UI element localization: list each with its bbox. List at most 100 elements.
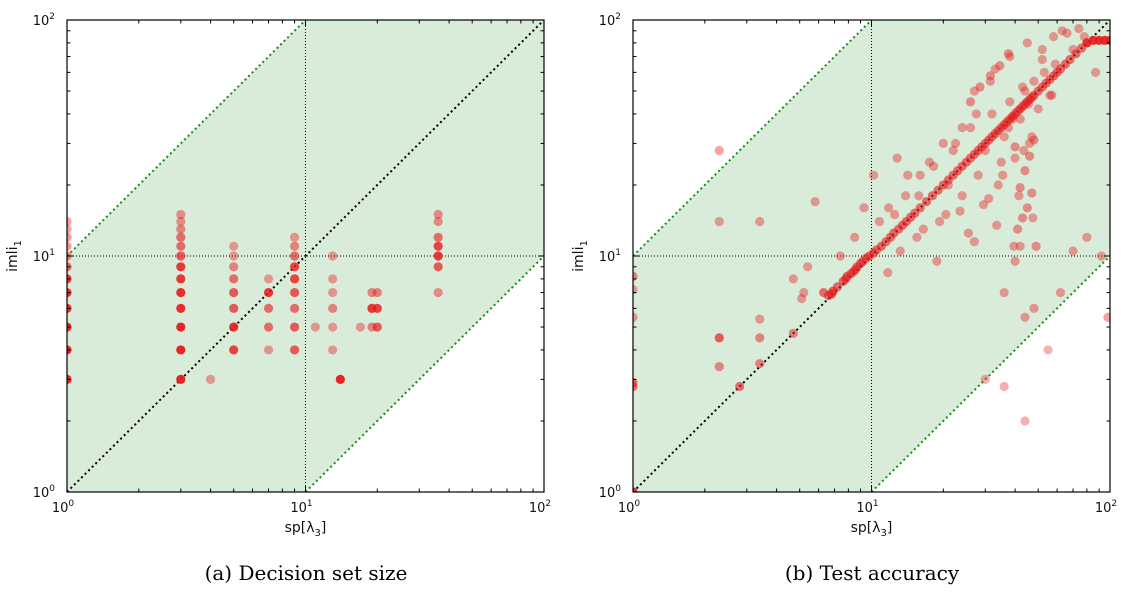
data-point [938,138,948,148]
data-point [176,322,186,332]
data-point [1033,104,1043,114]
data-point [176,216,186,227]
data-point [289,322,300,332]
data-point [1013,224,1023,234]
data-point [924,157,935,167]
data-point [999,381,1009,392]
data-point [1055,287,1066,298]
data-point [1020,416,1030,426]
plot-area [67,20,544,492]
data-point [714,333,724,343]
data-point [993,180,1003,190]
data-point [755,333,765,343]
data-point [987,109,997,119]
data-point [973,170,983,180]
data-point [176,209,186,220]
data-point [1039,67,1049,77]
x-tick-label: 102 [1095,499,1117,516]
x-axis-label: sp[λ3] [285,520,327,539]
y-tick-label: 101 [599,248,621,265]
data-point [1015,182,1025,193]
x-tick-label: 102 [529,499,551,516]
data-point [263,322,274,332]
data-point [229,251,239,261]
data-point [176,251,186,261]
data-point [788,328,798,338]
data-point [996,157,1006,167]
data-point [999,132,1009,142]
data-point [948,145,958,156]
data-point [1017,213,1028,223]
data-point [1023,99,1034,109]
plot-area [633,20,1110,492]
data-point [229,274,239,284]
data-point [969,86,979,96]
data-point [903,170,913,180]
data-point [229,287,239,298]
data-point [176,224,186,234]
data-point [895,246,905,256]
panel-caption: (a) Decision set size [205,561,408,585]
data-point [884,203,894,213]
data-point [289,241,300,251]
data-point [995,61,1005,71]
data-point [969,237,979,247]
data-point [310,322,320,332]
data-point [797,293,807,304]
data-point [1082,232,1092,242]
data-point [229,241,239,251]
data-point [176,287,186,298]
data-point [1010,153,1020,163]
data-point [971,109,981,119]
data-point [928,161,939,171]
data-point [984,194,994,204]
data-point [633,378,638,388]
data-point [1103,312,1110,322]
y-tick-label: 101 [33,248,55,265]
data-point [1079,32,1089,42]
data-point [890,209,900,220]
data-point [915,170,925,180]
data-point [1027,132,1037,142]
data-point [372,303,382,313]
data-point [1020,86,1030,96]
x-tick-label: 101 [290,499,312,516]
data-point [943,180,953,190]
data-point [963,228,974,238]
data-point [433,209,443,220]
data-point [1029,76,1039,86]
data-point [941,209,951,220]
data-point [433,262,443,272]
data-point [992,220,1002,230]
data-point [950,138,961,148]
data-point [1065,54,1075,65]
data-point [918,224,928,234]
data-point [328,345,338,355]
data-point [901,191,911,201]
y-tick-label: 100 [33,484,56,501]
data-point [1037,44,1047,55]
data-point [714,216,724,227]
x-tick-label: 100 [52,499,75,516]
data-point [1090,67,1101,77]
data-point [1037,54,1047,65]
data-point [1010,256,1020,266]
data-point [289,262,300,272]
data-point [176,262,186,272]
data-point [965,122,976,133]
data-point [1020,166,1030,176]
data-point [978,200,989,210]
data-point [1009,241,1019,251]
data-point [1045,90,1055,100]
data-point [229,303,239,313]
data-point [883,268,893,278]
y-tick-label: 100 [599,484,622,501]
y-tick-label: 102 [599,12,621,29]
data-point [1015,241,1025,251]
data-point [1068,44,1078,55]
data-point [328,251,338,261]
data-point [289,251,300,261]
data-point [1029,303,1039,313]
data-point [372,322,382,332]
data-point [67,216,72,227]
